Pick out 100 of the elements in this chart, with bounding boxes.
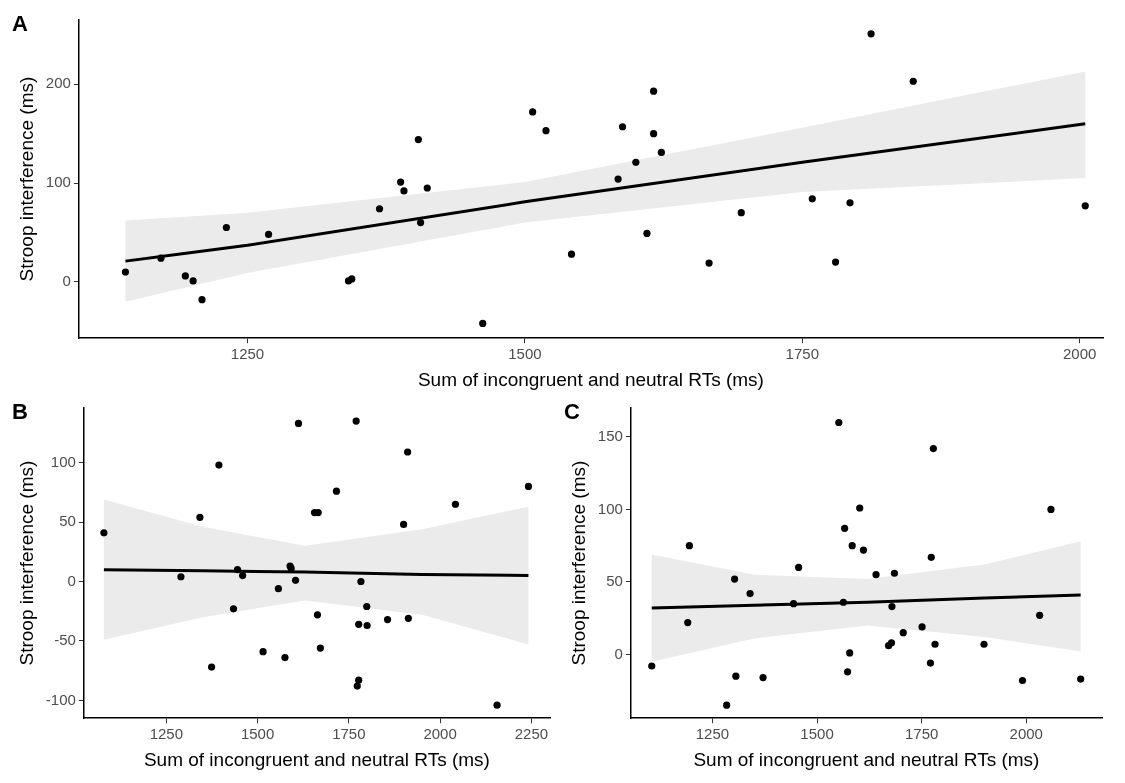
- point: [291, 576, 300, 584]
- point: [808, 195, 816, 203]
- point: [848, 542, 856, 550]
- y-tick-label: -100: [45, 690, 76, 708]
- point: [657, 148, 665, 157]
- point: [264, 230, 273, 239]
- point: [1047, 505, 1055, 514]
- point: [839, 598, 847, 606]
- point: [909, 77, 917, 85]
- point: [177, 573, 185, 581]
- x-tick-label: 2250: [514, 725, 549, 743]
- text: B: [12, 399, 28, 425]
- point: [1077, 675, 1085, 683]
- point: [888, 602, 896, 611]
- point: [207, 663, 216, 671]
- point: [479, 319, 487, 327]
- x-tick-label: 1500: [508, 345, 542, 363]
- point: [352, 417, 360, 425]
- y-axis-title: Stroop interference (ms): [567, 460, 589, 666]
- x-tick-label: 1250: [230, 345, 265, 363]
- point: [121, 268, 130, 276]
- point: [732, 672, 740, 680]
- point: [648, 662, 656, 670]
- point: [1036, 611, 1044, 619]
- point: [348, 275, 356, 283]
- point: [157, 254, 165, 262]
- point: [524, 482, 533, 491]
- x-axis-title: Sum of incongruent and neutral RTs (ms): [417, 368, 764, 390]
- x-tick-label: 1750: [785, 345, 819, 363]
- y-axis-title: Stroop interference (ms): [15, 460, 37, 666]
- y-tick-label: 0: [614, 644, 623, 662]
- point: [643, 229, 651, 238]
- point: [294, 419, 303, 428]
- point: [931, 640, 939, 648]
- point: [746, 589, 754, 598]
- point: [685, 542, 694, 550]
- x-tick-label: 1500: [800, 725, 834, 743]
- point: [233, 566, 242, 574]
- y-tick-label: 200: [45, 74, 71, 92]
- point: [383, 615, 392, 624]
- x-tick-label: 1250: [695, 725, 730, 743]
- point: [355, 620, 363, 628]
- point: [529, 108, 537, 116]
- point: [737, 209, 745, 217]
- y-tick-label: -50: [54, 631, 76, 649]
- point: [332, 487, 341, 495]
- y-tick-label: 50: [606, 572, 623, 590]
- point: [493, 701, 501, 709]
- point: [835, 418, 843, 427]
- point: [684, 618, 692, 627]
- point: [542, 127, 550, 135]
- point: [229, 605, 238, 613]
- point: [618, 123, 627, 131]
- point: [316, 644, 324, 652]
- point: [890, 569, 899, 577]
- point: [375, 205, 384, 213]
- point: [831, 258, 840, 266]
- point: [357, 577, 365, 586]
- point: [614, 175, 622, 183]
- y-axis-title: Stroop interference (ms): [15, 76, 37, 282]
- point: [650, 87, 658, 95]
- point: [181, 272, 189, 280]
- point: [423, 184, 431, 192]
- point: [100, 529, 108, 537]
- point: [274, 585, 282, 593]
- point: [859, 546, 868, 554]
- point: [416, 218, 425, 227]
- y-tick-label: 150: [597, 427, 623, 445]
- x-tick-label: 2000: [1009, 725, 1043, 743]
- point: [414, 135, 422, 144]
- x-tick-label: 2000: [423, 725, 457, 743]
- point: [404, 448, 412, 456]
- y-tick-label: 0: [62, 272, 71, 290]
- point: [843, 668, 852, 676]
- text: C: [564, 399, 580, 425]
- point: [313, 611, 322, 619]
- point: [632, 158, 640, 166]
- point: [705, 259, 713, 267]
- point: [567, 250, 576, 258]
- y-tick-label: 50: [59, 512, 76, 530]
- y-tick-label: 0: [67, 571, 76, 589]
- point: [404, 614, 412, 622]
- point: [872, 571, 880, 579]
- x-axis-title: Sum of incongruent and neutral RTs (ms): [143, 748, 490, 770]
- point: [397, 178, 405, 186]
- point: [795, 563, 803, 572]
- point: [846, 649, 854, 657]
- point: [281, 653, 289, 662]
- x-tick-label: 1750: [332, 725, 366, 743]
- x-tick-label: 2000: [1063, 345, 1097, 363]
- point: [215, 461, 223, 469]
- x-tick-label: 1750: [904, 725, 939, 743]
- point: [723, 701, 731, 709]
- point: [846, 199, 854, 207]
- point: [790, 600, 798, 608]
- y-tick-label: 100: [50, 452, 76, 470]
- point: [650, 130, 658, 138]
- x-tick-label: 1500: [240, 725, 275, 743]
- text: A: [12, 11, 28, 37]
- point: [196, 513, 204, 521]
